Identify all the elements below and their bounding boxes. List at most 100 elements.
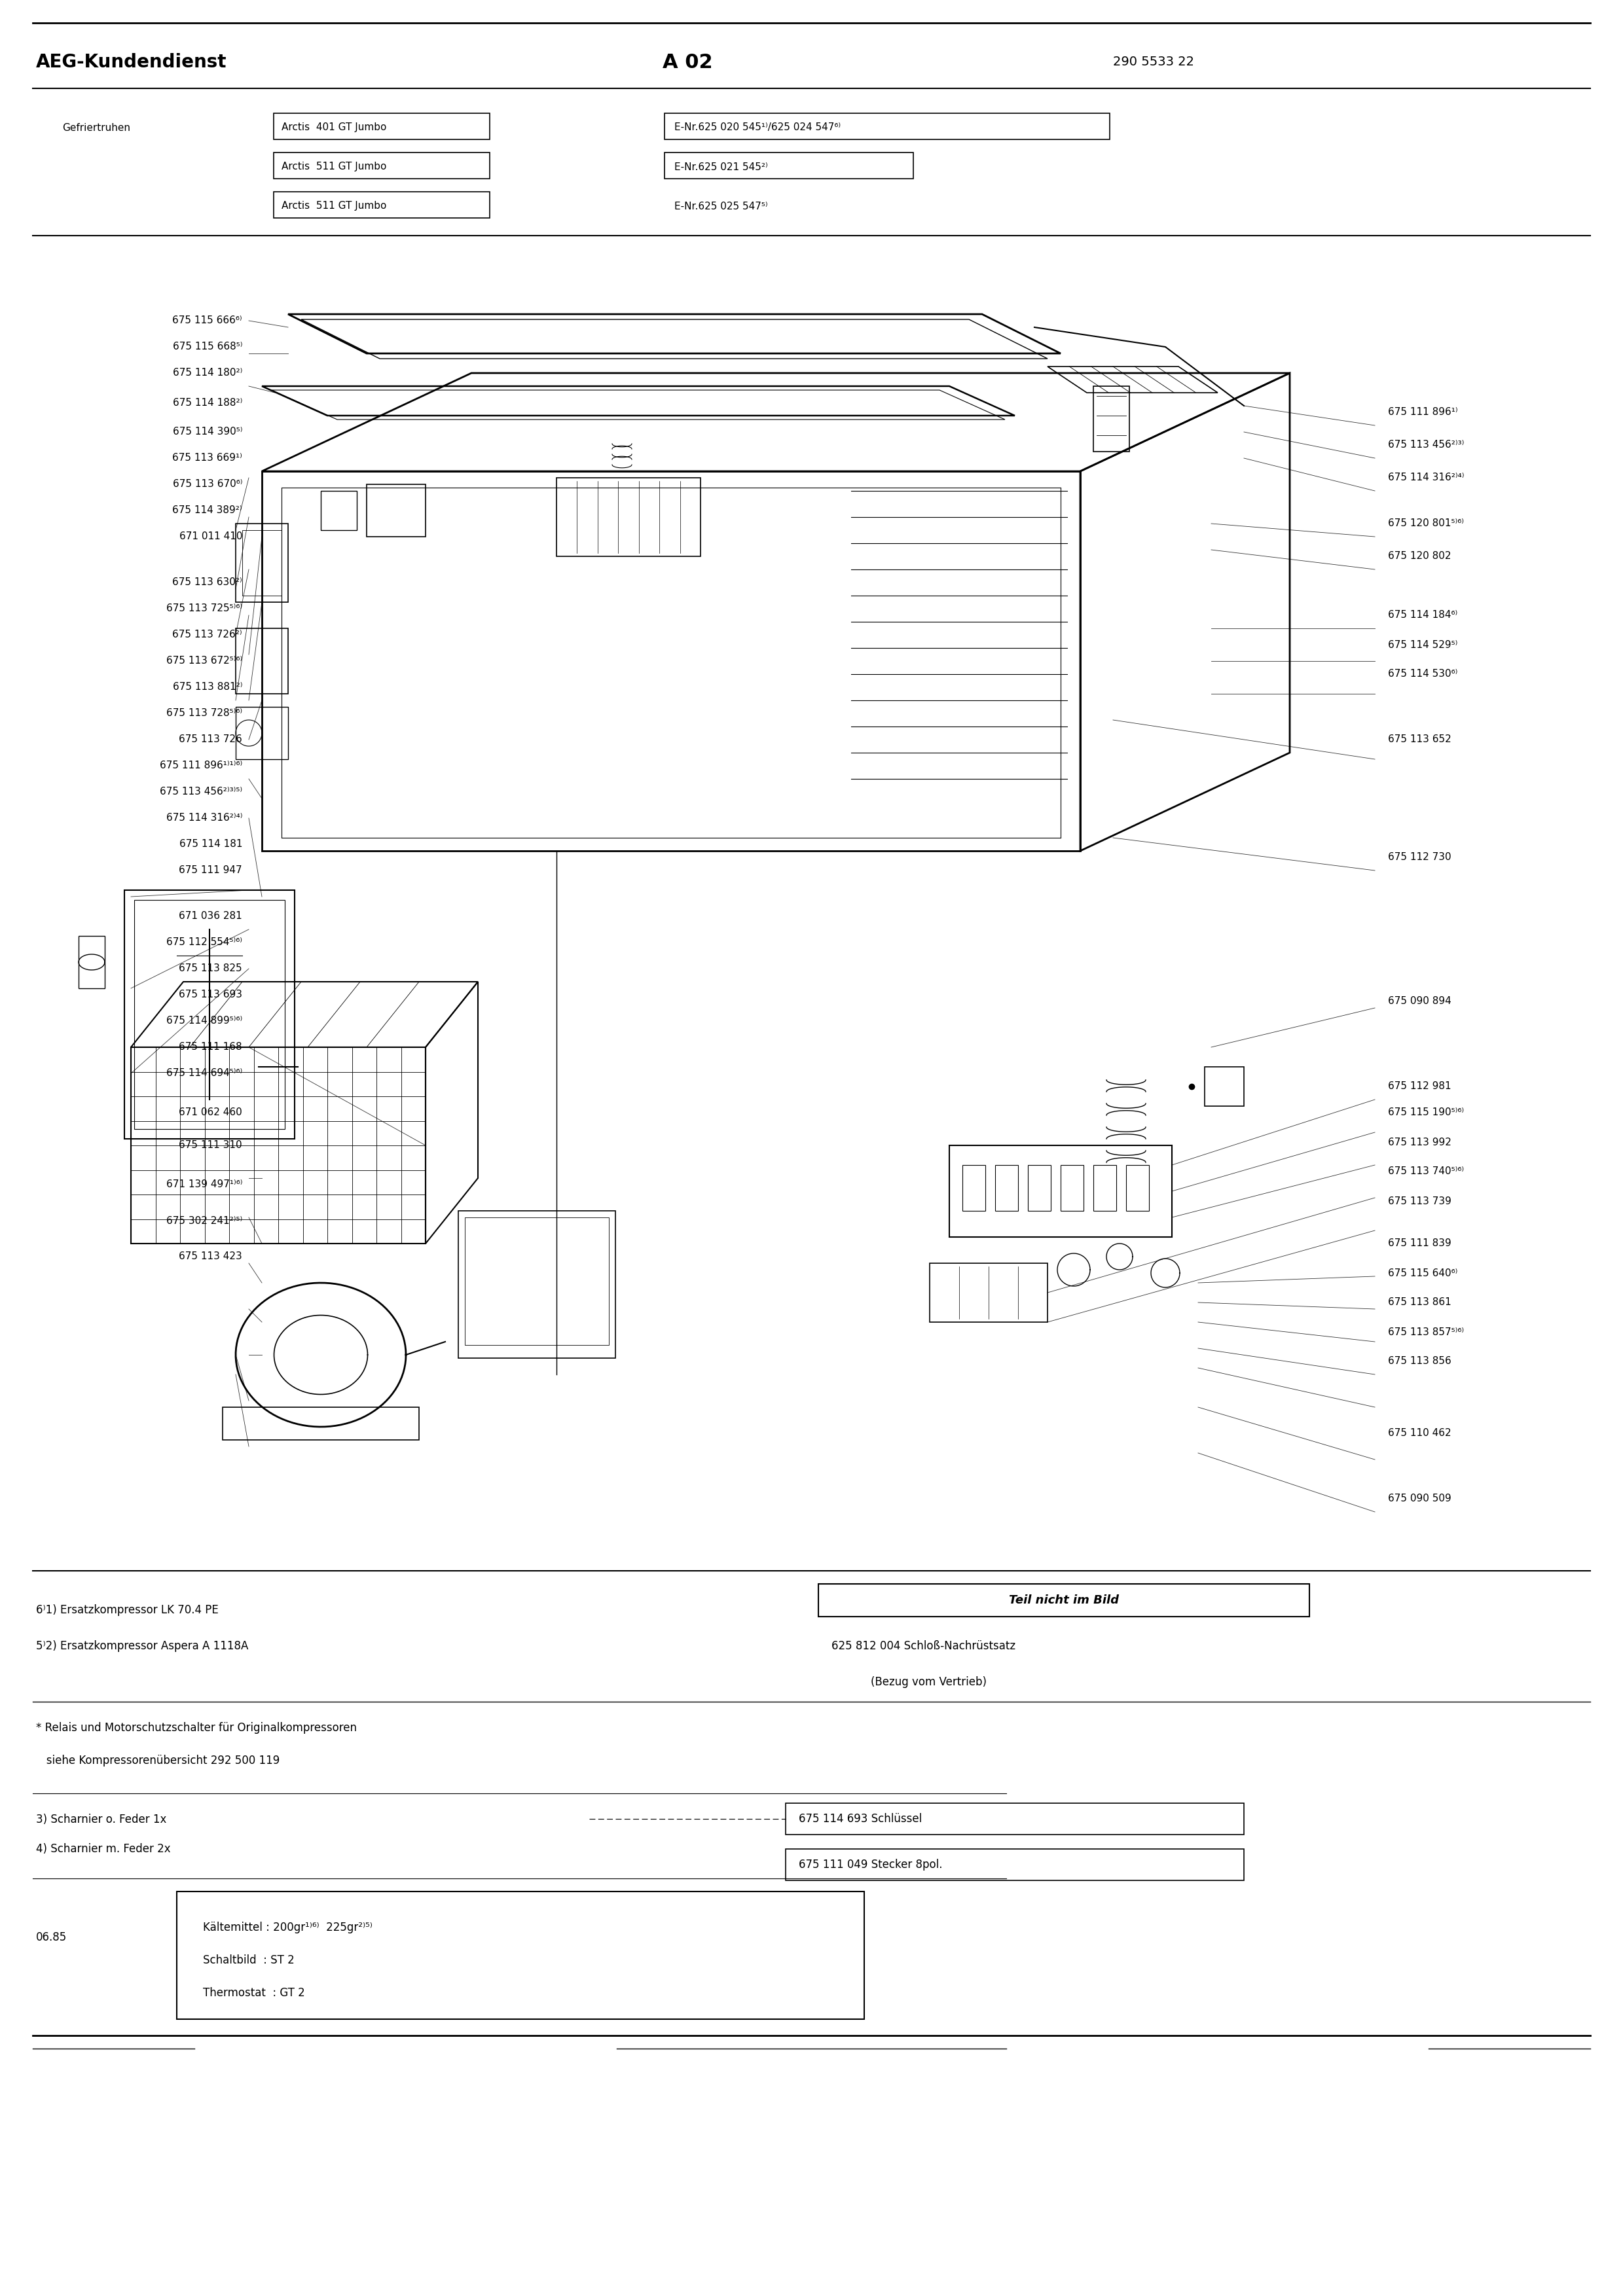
Text: 675 113 739: 675 113 739 xyxy=(1388,1196,1451,1205)
Text: 675 113 825: 675 113 825 xyxy=(179,964,242,974)
Text: (Bezug vom Vertrieb): (Bezug vom Vertrieb) xyxy=(872,1676,987,1688)
Bar xyxy=(1027,1164,1050,1210)
Bar xyxy=(125,891,295,1139)
Bar xyxy=(1060,1164,1084,1210)
Text: AEG-Kundendienst: AEG-Kundendienst xyxy=(36,53,227,71)
Text: 675 120 802: 675 120 802 xyxy=(1388,551,1451,560)
Text: 675 113 456²⁾³⁾⁵⁾: 675 113 456²⁾³⁾⁵⁾ xyxy=(159,788,242,797)
Text: 675 111 839: 675 111 839 xyxy=(1388,1238,1451,1249)
Text: 675 115 668⁵⁾: 675 115 668⁵⁾ xyxy=(172,342,242,351)
Text: 675 111 896¹⁾¹⁾⁶⁾: 675 111 896¹⁾¹⁾⁶⁾ xyxy=(159,760,242,771)
Bar xyxy=(235,629,287,693)
Bar xyxy=(274,193,490,218)
Bar xyxy=(78,937,105,987)
Text: 675 114 694⁵⁾⁶⁾: 675 114 694⁵⁾⁶⁾ xyxy=(166,1068,242,1079)
Text: Thermostat  : GT 2: Thermostat : GT 2 xyxy=(203,1986,305,2000)
Bar xyxy=(995,1164,1018,1210)
Text: Arctis  511 GT Jumbo: Arctis 511 GT Jumbo xyxy=(281,202,386,211)
Text: siehe Kompressorenübersicht 292 500 119: siehe Kompressorenübersicht 292 500 119 xyxy=(36,1754,279,1766)
Text: 671 011 410: 671 011 410 xyxy=(179,533,242,542)
Text: Teil nicht im Bild: Teil nicht im Bild xyxy=(1010,1593,1118,1607)
Bar xyxy=(321,491,357,530)
Text: 675 090 509: 675 090 509 xyxy=(1388,1495,1451,1504)
Bar xyxy=(135,900,284,1130)
Text: Arctis  401 GT Jumbo: Arctis 401 GT Jumbo xyxy=(281,122,386,133)
Text: 3) Scharnier o. Feder 1x: 3) Scharnier o. Feder 1x xyxy=(36,1814,167,1825)
Bar xyxy=(274,113,490,140)
Text: 675 113 652: 675 113 652 xyxy=(1388,735,1451,744)
Bar xyxy=(1094,1164,1117,1210)
Text: 675 113 670⁶⁾: 675 113 670⁶⁾ xyxy=(172,480,242,489)
Bar xyxy=(274,152,490,179)
Text: 675 114 389²⁾: 675 114 389²⁾ xyxy=(172,505,242,514)
Text: 675 114 316²⁾⁴⁾: 675 114 316²⁾⁴⁾ xyxy=(1388,473,1464,482)
Bar xyxy=(1204,1068,1243,1107)
Text: 675 112 554⁵⁾⁶⁾: 675 112 554⁵⁾⁶⁾ xyxy=(166,937,242,948)
Text: 675 111 310: 675 111 310 xyxy=(179,1141,242,1150)
Bar xyxy=(664,113,1110,140)
Text: 675 113 456²⁾³⁾: 675 113 456²⁾³⁾ xyxy=(1388,441,1464,450)
Text: 675 114 188²⁾: 675 114 188²⁾ xyxy=(172,397,242,406)
Text: E-Nr.625 025 547⁵⁾: E-Nr.625 025 547⁵⁾ xyxy=(674,202,768,211)
Text: 675 113 725⁵⁾⁶⁾: 675 113 725⁵⁾⁶⁾ xyxy=(166,604,242,613)
Text: 675 114 316²⁾⁴⁾: 675 114 316²⁾⁴⁾ xyxy=(166,813,242,822)
Bar xyxy=(664,152,914,179)
Text: 6⁾1) Ersatzkompressor LK 70.4 PE: 6⁾1) Ersatzkompressor LK 70.4 PE xyxy=(36,1605,219,1616)
Text: 675 114 693 Schlüssel: 675 114 693 Schlüssel xyxy=(799,1814,922,1825)
Text: 675 113 423: 675 113 423 xyxy=(179,1251,242,1261)
Text: 675 114 180²⁾: 675 114 180²⁾ xyxy=(172,367,242,379)
Text: 675 111 896¹⁾: 675 111 896¹⁾ xyxy=(1388,406,1457,418)
Text: 675 113 861: 675 113 861 xyxy=(1388,1297,1451,1306)
Bar xyxy=(962,1164,985,1210)
Text: 625 812 004 Schloß-Nachrüstsatz: 625 812 004 Schloß-Nachrüstsatz xyxy=(831,1639,1016,1651)
Text: 4) Scharnier m. Feder 2x: 4) Scharnier m. Feder 2x xyxy=(36,1844,170,1855)
Text: E-Nr.625 020 545¹⁾/625 024 547⁶⁾: E-Nr.625 020 545¹⁾/625 024 547⁶⁾ xyxy=(674,122,841,133)
Bar xyxy=(818,1584,1310,1616)
Text: 675 302 241²⁾⁵⁾: 675 302 241²⁾⁵⁾ xyxy=(166,1217,242,1226)
Bar xyxy=(1126,1164,1149,1210)
Text: 5⁾2) Ersatzkompressor Aspera A 1118A: 5⁾2) Ersatzkompressor Aspera A 1118A xyxy=(36,1639,248,1651)
Text: 675 115 640⁶⁾: 675 115 640⁶⁾ xyxy=(1388,1267,1457,1279)
Bar xyxy=(458,1210,615,1359)
Text: 671 062 460: 671 062 460 xyxy=(179,1107,242,1118)
Text: A 02: A 02 xyxy=(662,53,712,71)
Text: 675 113 728⁵⁾⁶⁾: 675 113 728⁵⁾⁶⁾ xyxy=(166,709,242,719)
Text: 675 113 992: 675 113 992 xyxy=(1388,1137,1451,1148)
Bar xyxy=(367,484,425,537)
Bar xyxy=(131,1047,425,1244)
Text: Kältemittel : 200gr¹⁾⁶⁾  225gr²⁾⁵⁾: Kältemittel : 200gr¹⁾⁶⁾ 225gr²⁾⁵⁾ xyxy=(203,1922,372,1933)
Bar xyxy=(1094,386,1130,452)
Bar xyxy=(557,478,701,556)
Text: Arctis  511 GT Jumbo: Arctis 511 GT Jumbo xyxy=(281,163,386,172)
Bar xyxy=(222,1407,419,1440)
Bar xyxy=(235,707,287,760)
Text: 675 090 894: 675 090 894 xyxy=(1388,996,1451,1006)
Text: 675 114 529⁵⁾: 675 114 529⁵⁾ xyxy=(1388,641,1457,650)
Text: 675 120 801⁵⁾⁶⁾: 675 120 801⁵⁾⁶⁾ xyxy=(1388,519,1464,528)
Text: 290 5533 22: 290 5533 22 xyxy=(1113,55,1195,69)
Text: 675 113 672⁵⁾⁶⁾: 675 113 672⁵⁾⁶⁾ xyxy=(166,657,242,666)
Text: * Relais und Motorschutzschalter für Originalkompressoren: * Relais und Motorschutzschalter für Ori… xyxy=(36,1722,357,1733)
Text: 675 113 726²⁾: 675 113 726²⁾ xyxy=(172,629,242,641)
Text: Gefriertruhen: Gefriertruhen xyxy=(62,122,130,133)
Text: E-Nr.625 021 545²⁾: E-Nr.625 021 545²⁾ xyxy=(674,163,768,172)
Text: 675 113 669¹⁾: 675 113 669¹⁾ xyxy=(172,452,242,464)
Text: 675 114 899⁵⁾⁶⁾: 675 114 899⁵⁾⁶⁾ xyxy=(166,1017,242,1026)
Text: 675 113 857⁵⁾⁶⁾: 675 113 857⁵⁾⁶⁾ xyxy=(1388,1327,1464,1336)
Text: 675 114 530⁶⁾: 675 114 530⁶⁾ xyxy=(1388,668,1457,680)
Text: 671 036 281: 671 036 281 xyxy=(179,912,242,921)
Text: 675 111 168: 675 111 168 xyxy=(179,1042,242,1052)
Text: 675 113 693: 675 113 693 xyxy=(179,990,242,999)
Bar xyxy=(949,1146,1172,1238)
Bar xyxy=(261,471,1081,852)
Text: 675 113 856: 675 113 856 xyxy=(1388,1357,1451,1366)
Text: 675 113 740⁵⁾⁶⁾: 675 113 740⁵⁾⁶⁾ xyxy=(1388,1166,1464,1176)
Text: 675 115 666⁶⁾: 675 115 666⁶⁾ xyxy=(172,317,242,326)
Bar xyxy=(930,1263,1047,1322)
Text: 671 139 497¹⁾⁶⁾: 671 139 497¹⁾⁶⁾ xyxy=(166,1180,242,1189)
Text: 675 114 181: 675 114 181 xyxy=(179,840,242,850)
Bar xyxy=(242,530,281,595)
Text: 675 113 630²⁾: 675 113 630²⁾ xyxy=(172,579,242,588)
Text: 675 112 730: 675 112 730 xyxy=(1388,852,1451,863)
Text: 675 111 947: 675 111 947 xyxy=(179,866,242,875)
